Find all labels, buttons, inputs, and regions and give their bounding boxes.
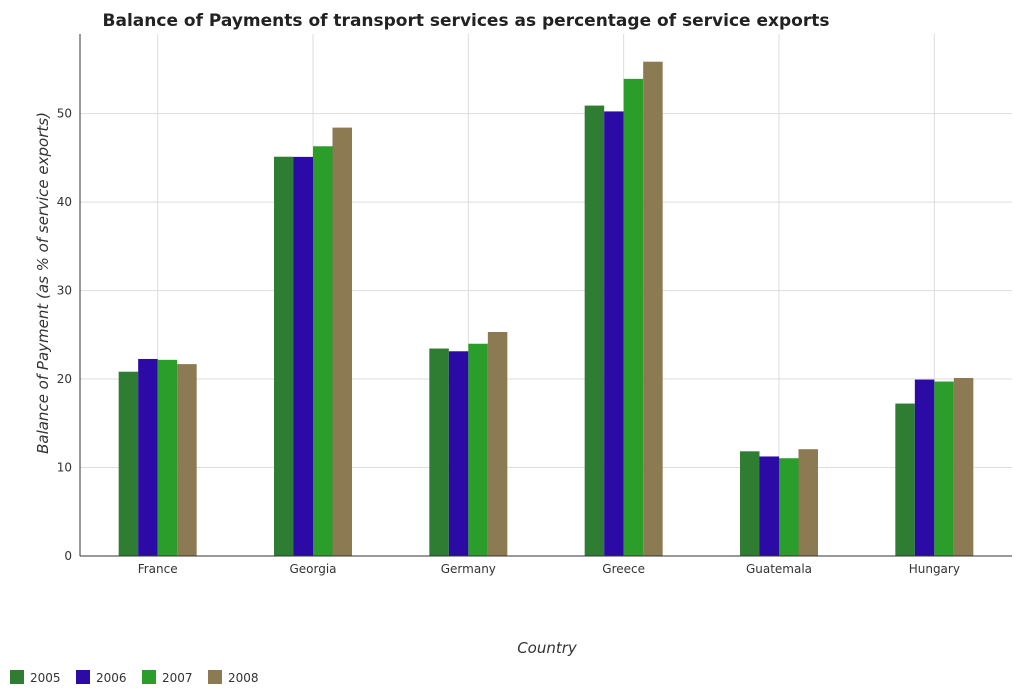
- bar-2008-germany: [487, 331, 508, 556]
- bar-2007-hungary: [934, 381, 954, 556]
- y-axis-label: Balance of Payment (as % of service expo…: [34, 112, 52, 454]
- legend-swatch: [208, 670, 222, 684]
- bar-2008-france: [177, 364, 197, 556]
- y-tick-label: 50: [57, 107, 72, 121]
- bar-2005-greece: [584, 105, 605, 557]
- y-tick-label: 30: [57, 284, 72, 298]
- x-tick-label: Guatemala: [746, 562, 812, 576]
- bar-2005-germany: [429, 348, 449, 556]
- bar-2007-greece: [623, 78, 644, 556]
- y-tick-label: 10: [57, 461, 72, 475]
- grid: [80, 34, 1012, 557]
- legend-swatch: [10, 670, 24, 684]
- bar-2006-hungary: [914, 379, 935, 556]
- y-tick-label: 0: [64, 549, 72, 563]
- chart-title: Balance of Payments of transport service…: [103, 11, 830, 31]
- legend-label: 2007: [162, 671, 193, 685]
- bar-2005-georgia: [274, 156, 294, 556]
- y-tick-label: 20: [57, 372, 72, 386]
- legend: 2005 2006 2007 2008: [10, 670, 259, 685]
- x-tick-label: Germany: [441, 562, 496, 576]
- legend-label: 2006: [96, 671, 127, 685]
- bar-2008-georgia: [332, 127, 352, 556]
- x-tick-label: Greece: [602, 562, 645, 576]
- x-tick-label: Hungary: [909, 562, 960, 576]
- legend-label: 2005: [30, 671, 61, 685]
- x-tick-label: Georgia: [289, 562, 336, 576]
- bar-2007-france: [157, 359, 178, 556]
- bar-2007-germany: [468, 343, 488, 556]
- x-axis-label: Country: [517, 639, 578, 657]
- x-tick-label: France: [138, 562, 178, 576]
- bar-2006-greece: [604, 111, 624, 556]
- bar-2007-guatemala: [779, 458, 799, 556]
- legend-swatch: [142, 670, 156, 684]
- bar-2006-georgia: [293, 156, 313, 557]
- bar-2005-hungary: [895, 403, 915, 556]
- bar-2006-guatemala: [759, 456, 779, 556]
- y-tick-label: 40: [57, 195, 72, 209]
- axes: 0 10 20 30 40 50 France Georgia Germany Greece Gua…: [57, 34, 1012, 576]
- legend-label: 2008: [228, 671, 259, 685]
- bar-2007-georgia: [313, 146, 333, 556]
- bar-2006-france: [138, 358, 158, 556]
- bar-2005-guatemala: [740, 451, 760, 556]
- bar-2006-germany: [448, 351, 469, 556]
- bar-2008-hungary: [953, 377, 974, 556]
- bars: [118, 61, 974, 557]
- bar-2008-greece: [643, 61, 663, 557]
- bar-2005-france: [118, 371, 139, 556]
- bar-2008-guatemala: [798, 449, 818, 556]
- legend-swatch: [76, 670, 90, 684]
